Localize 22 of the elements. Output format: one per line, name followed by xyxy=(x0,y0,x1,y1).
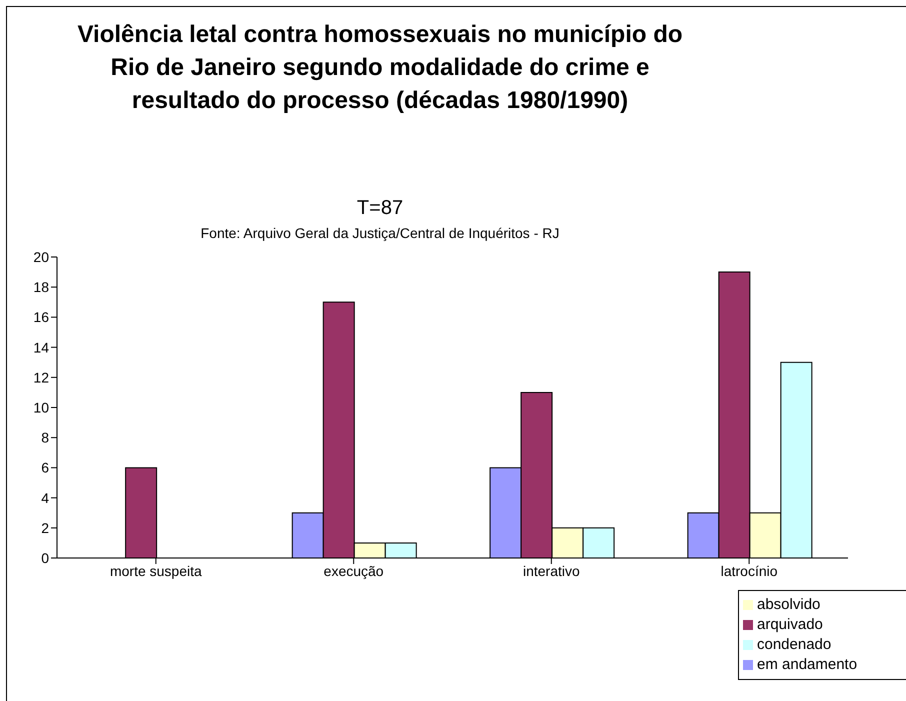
source-note: Fonte: Arquivo Geral da Justiça/Central de Inquéritos - RJ xyxy=(200,225,560,241)
legend-label: arquivado xyxy=(757,616,823,633)
y-tick-label: 2 xyxy=(41,520,50,536)
x-tick-label: interativo xyxy=(522,562,580,579)
y-tick-label: 14 xyxy=(33,339,50,356)
y-tick-label: 12 xyxy=(33,369,50,386)
legend-label: em andamento xyxy=(757,656,858,673)
y-tick-label: 0 xyxy=(41,550,50,566)
legend-label: condenado xyxy=(757,636,832,653)
y-tick-label: 16 xyxy=(33,309,50,326)
x-tick-label: latrocínio xyxy=(720,562,778,579)
legend-label: absolvido xyxy=(757,596,820,613)
y-tick-label: 6 xyxy=(41,460,50,476)
chart-title: Violência letal contra homossexuais no município do Rio de Janeiro segundo modalidade do crime e resultado do processo (décadas 1980/1990) xyxy=(76,20,684,116)
y-tick-label: 10 xyxy=(33,399,50,416)
x-tick-label: execução xyxy=(324,562,384,579)
chart-subtitle: T=87 xyxy=(356,197,404,220)
y-tick-label: 20 xyxy=(33,248,50,265)
y-tick-label: 4 xyxy=(41,490,50,506)
x-tick-label: morte suspeita xyxy=(110,562,202,579)
y-tick-label: 8 xyxy=(41,430,50,446)
y-tick-label: 18 xyxy=(33,279,50,296)
